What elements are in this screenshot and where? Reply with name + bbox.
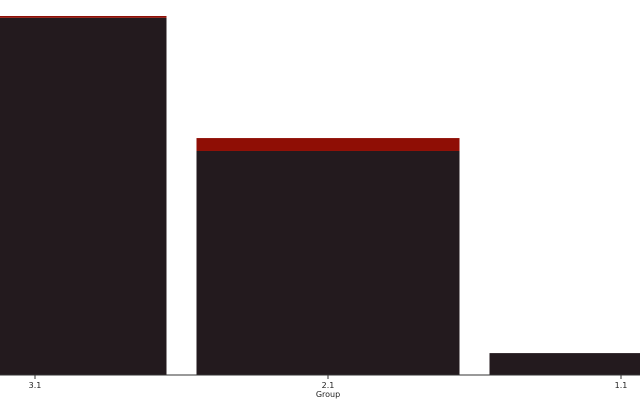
- bar-2.1-series-0: [197, 151, 460, 375]
- bar-2.1-series-1: [197, 138, 460, 151]
- bar-1.1-series-0: [490, 353, 640, 375]
- x-tick-label: 1.1: [615, 381, 628, 390]
- bar-3.1-series-0: [0, 18, 167, 375]
- bar-3.1-series-1: [0, 16, 167, 18]
- x-axis-label: Group: [316, 390, 340, 399]
- bars: [0, 16, 640, 375]
- x-ticks: 3.1 2.1 1.1: [29, 375, 628, 390]
- x-tick-label: 3.1: [29, 381, 42, 390]
- x-tick-label: 2.1: [322, 381, 335, 390]
